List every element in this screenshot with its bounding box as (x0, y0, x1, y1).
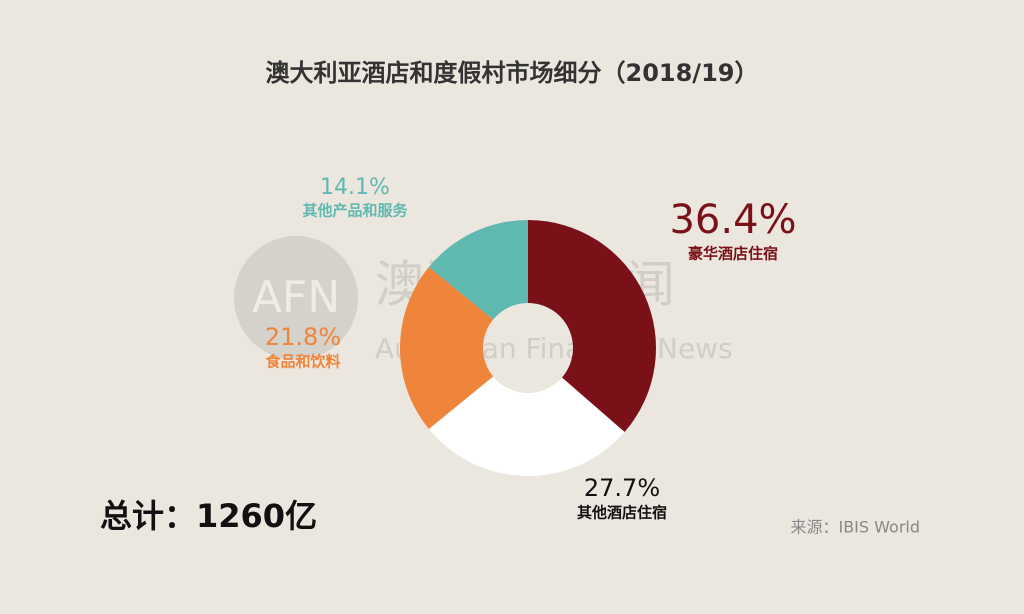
category-label: 豪华酒店住宿 (688, 245, 778, 263)
watermark-text: AFN (252, 272, 340, 323)
donut-segment (399, 267, 494, 429)
chart-title: 澳大利亚酒店和度假村市场细分（2018/19） (266, 59, 759, 87)
source: 来源：IBIS World (790, 518, 920, 537)
value-label: 21.8% (265, 323, 341, 351)
total-label: 总计：1260亿 (100, 497, 317, 535)
category-label: 其他酒店住宿 (577, 504, 667, 522)
donut-segment (428, 220, 528, 320)
donut-segment (428, 376, 625, 476)
watermark-circle (234, 236, 358, 360)
donut-segment (528, 220, 656, 433)
category-label: 食品和饮料 (265, 353, 340, 371)
value-label: 14.1% (320, 175, 390, 200)
donut (399, 220, 656, 476)
value-label: 27.7% (584, 474, 660, 502)
category-label: 其他产品和服务 (302, 202, 408, 220)
value-label: 36.4% (669, 197, 796, 243)
